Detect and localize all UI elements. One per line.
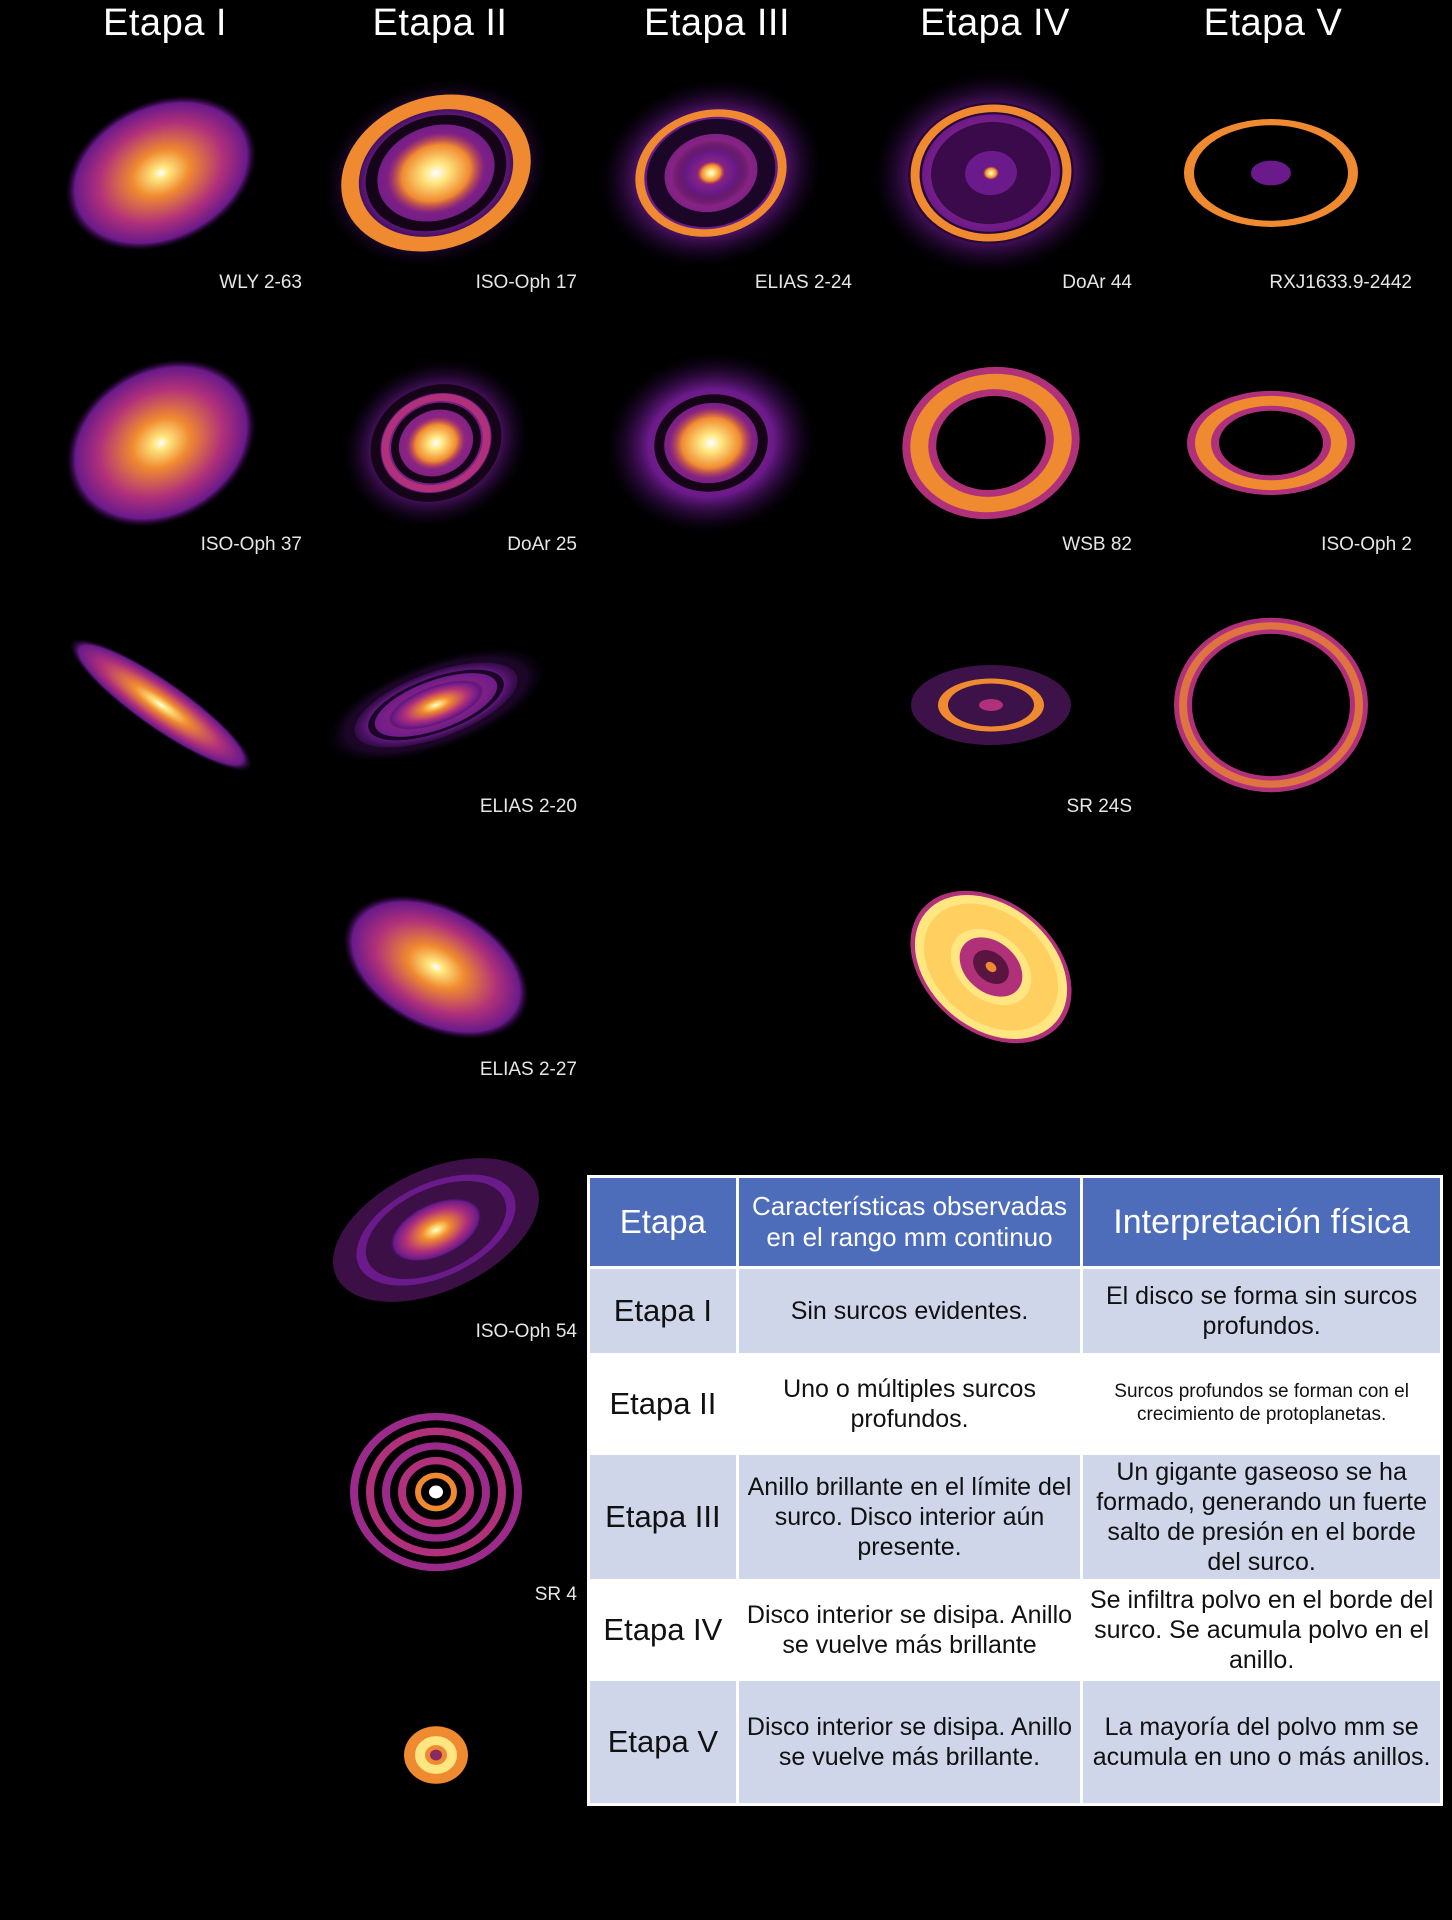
stage-title-1: Etapa I (103, 2, 227, 44)
disk-image-rxj1633 (1187, 390, 1355, 496)
disk-label-iso-oph-54: ISO-Oph 54 (475, 1321, 577, 1342)
disk-label-sr-4: SR 4 (534, 1584, 577, 1605)
disk-label-wsb-82: WSB 82 (1062, 534, 1132, 555)
table-row: Etapa IV Disco interior se disipa. Anillo… (590, 1582, 1440, 1678)
disk-label-elias-2-24: ELIAS 2-24 (754, 272, 852, 293)
table-header-row: Etapa Características observadas en el r… (590, 1178, 1440, 1266)
disk-image-doar-25 (326, 648, 546, 762)
disk-label-rxj1633: RXJ1633.9-2442 (1269, 272, 1412, 293)
disk-image-doar-44 (902, 366, 1080, 520)
disk-image-stage4-top (873, 72, 1109, 274)
disk-label-iso-oph-2: ISO-Oph 2 (1321, 534, 1412, 555)
disk-image-stage3-top (600, 79, 822, 267)
cell-interpretation: El disco se forma sin surcos profundos. (1083, 1269, 1440, 1353)
disk-image-stage2-top (323, 79, 549, 267)
cell-observed: Disco interior se disipa. Anillo se vuel… (738, 1681, 1081, 1803)
disk-label-doar-44: DoAr 44 (1062, 272, 1132, 293)
cell-stage: Etapa III (590, 1455, 736, 1579)
disk-image-sr-4 (404, 1726, 468, 1784)
stage-title-2: Etapa II (372, 2, 508, 44)
stage-title-4: Etapa IV (920, 2, 1070, 44)
stage-summary-table: Etapa Características observadas en el r… (587, 1175, 1443, 1806)
disk-image-iso-oph-2 (1174, 617, 1368, 793)
cell-interpretation: Surcos profundos se forman con el crecim… (1083, 1356, 1440, 1452)
disk-image-iso-oph-17 (343, 359, 529, 527)
cell-interpretation: Se infiltra polvo en el borde del surco.… (1083, 1582, 1440, 1678)
header-interpretation: Interpretación física (1083, 1178, 1440, 1266)
disk-label-elias-2-20: ELIAS 2-20 (479, 796, 577, 817)
disk-label-iso-oph-37: ISO-Oph 37 (200, 534, 302, 555)
disk-image-iso-oph-37 (69, 638, 253, 772)
disk-image-iso-oph-54 (350, 1412, 522, 1572)
cell-observed: Anillo brillante en el límite del surco.… (738, 1455, 1081, 1579)
disk-image-stage1-top (65, 95, 257, 251)
cell-stage: Etapa V (590, 1681, 736, 1803)
stage-title-3: Etapa III (643, 2, 791, 44)
disk-label-iso-oph-17: ISO-Oph 17 (475, 272, 577, 293)
disk-label-sr-24s: SR 24S (1066, 796, 1132, 817)
cell-interpretation: La mayoría del polvo mm se acumula en un… (1083, 1681, 1440, 1803)
disk-image-elias-2-20 (343, 894, 529, 1040)
disk-image-elias-2-24 (606, 353, 816, 533)
disk-label-elias-2-27: ELIAS 2-27 (479, 1059, 577, 1080)
cell-stage: Etapa I (590, 1269, 736, 1353)
stage-title-5: Etapa V (1203, 2, 1343, 44)
disk-image-wsb-82 (911, 665, 1071, 745)
disk-image-wly-2-63 (66, 358, 256, 528)
cell-stage: Etapa II (590, 1356, 736, 1452)
table-row: Etapa V Disco interior se disipa. Anillo … (590, 1681, 1440, 1803)
table-row: Etapa II Uno o múltiples surcos profundos… (590, 1356, 1440, 1452)
disk-label-wly-2-63: WLY 2-63 (219, 272, 302, 293)
disk-image-sr-24s (910, 890, 1072, 1044)
cell-observed: Disco interior se disipa. Anillo se vuel… (738, 1582, 1081, 1678)
disk-image-stage5-top (1184, 119, 1358, 227)
cell-stage: Etapa IV (590, 1582, 736, 1678)
cell-observed: Sin surcos evidentes. (738, 1269, 1081, 1353)
table-body: Etapa I Sin surcos evidentes. El disco se … (590, 1269, 1440, 1803)
header-stage: Etapa (590, 1178, 736, 1266)
table-row: Etapa III Anillo brillante en el límite d… (590, 1455, 1440, 1579)
disk-image-elias-2-27 (333, 1158, 539, 1302)
disk-label-doar-25: DoAr 25 (507, 534, 577, 555)
table-row: Etapa I Sin surcos evidentes. El disco se … (590, 1269, 1440, 1353)
cell-interpretation: Un gigante gaseoso se ha formado, genera… (1083, 1455, 1440, 1579)
header-observed: Características observadas en el rango m… (738, 1178, 1081, 1266)
cell-observed: Uno o múltiples surcos profundos. (738, 1356, 1081, 1452)
